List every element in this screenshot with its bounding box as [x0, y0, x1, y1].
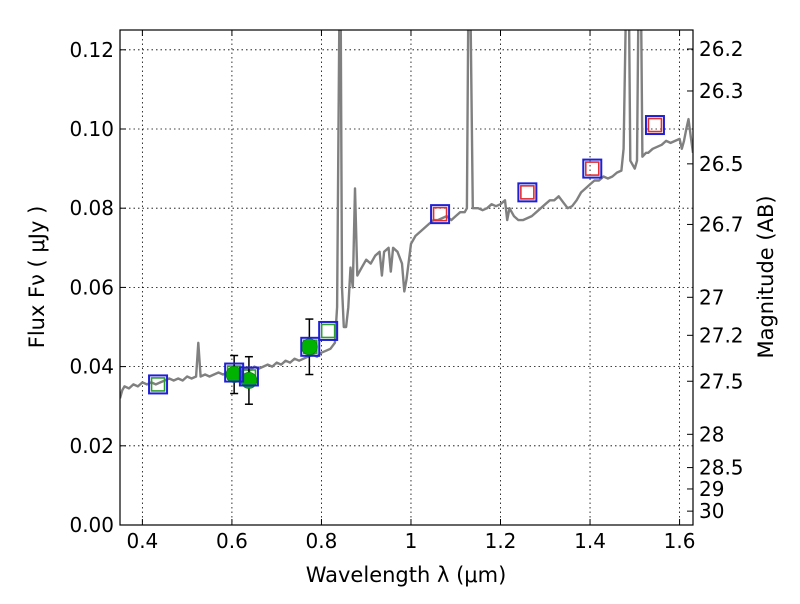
model-photometry-point [647, 117, 663, 133]
observed-band-point [318, 320, 339, 341]
model-photometry-point [432, 206, 448, 222]
x-axis-label: Wavelength λ (μm) [306, 563, 507, 587]
y-tick-label: 0.02 [69, 434, 114, 458]
observed-band-point [582, 158, 603, 179]
axis-ticks: 0.4 0.6 0.8 1 1.2 1.4 1.6 0.00 0.02 0.04 0.06 0.08 0… [69, 30, 744, 553]
right-axis-label: Magnitude (AB) [754, 195, 778, 358]
model-photometry-point [520, 185, 535, 200]
observed-band-point [644, 115, 665, 136]
observed-band-point [238, 366, 259, 387]
y-tick-label: 0.06 [69, 275, 114, 299]
plot-frame [119, 29, 694, 526]
y-tick-label: 0.08 [69, 196, 114, 220]
model-photometry-point [320, 323, 336, 339]
mag-tick-label: 27.2 [699, 323, 744, 347]
model-photometry-point [150, 377, 166, 392]
y-axis-label: Flux Fν ( μJy ) [25, 206, 49, 349]
plot-area [120, 30, 693, 405]
mag-tick-label: 26.5 [699, 152, 744, 176]
mag-tick-label: 29 [699, 477, 724, 501]
mag-tick-label: 26.2 [699, 37, 744, 61]
x-tick-label: 0.6 [216, 529, 248, 553]
spectrum-line [120, 30, 693, 399]
y-tick-label: 0.10 [69, 117, 114, 141]
y-tick-label: 0.12 [69, 38, 114, 62]
y-tick-label: 0.00 [69, 513, 114, 537]
mag-tick-label: 26.3 [699, 79, 744, 103]
observed-band-point [430, 204, 451, 225]
observed-detection-point [300, 338, 318, 356]
x-tick-label: 1.6 [664, 529, 696, 553]
mag-tick-label: 28 [699, 422, 724, 446]
mag-tick-label: 27.5 [699, 369, 744, 393]
observed-band-point [148, 374, 169, 395]
x-tick-label: 0.8 [306, 529, 338, 553]
y-tick-label: 0.04 [69, 355, 114, 379]
mag-tick-label: 26.7 [699, 212, 744, 236]
model-photometry-point [584, 161, 600, 176]
x-tick-label: 1.4 [574, 529, 606, 553]
observed-band-point [517, 182, 538, 203]
mag-tick-label: 28.5 [699, 456, 744, 480]
mag-tick-label: 27 [699, 285, 724, 309]
observed-band-point [224, 362, 245, 383]
observed-band-point [300, 336, 321, 357]
x-tick-label: 0.4 [126, 529, 158, 553]
x-tick-label: 1.2 [485, 529, 517, 553]
x-tick-label: 1 [405, 529, 418, 553]
mag-tick-label: 30 [699, 499, 724, 523]
